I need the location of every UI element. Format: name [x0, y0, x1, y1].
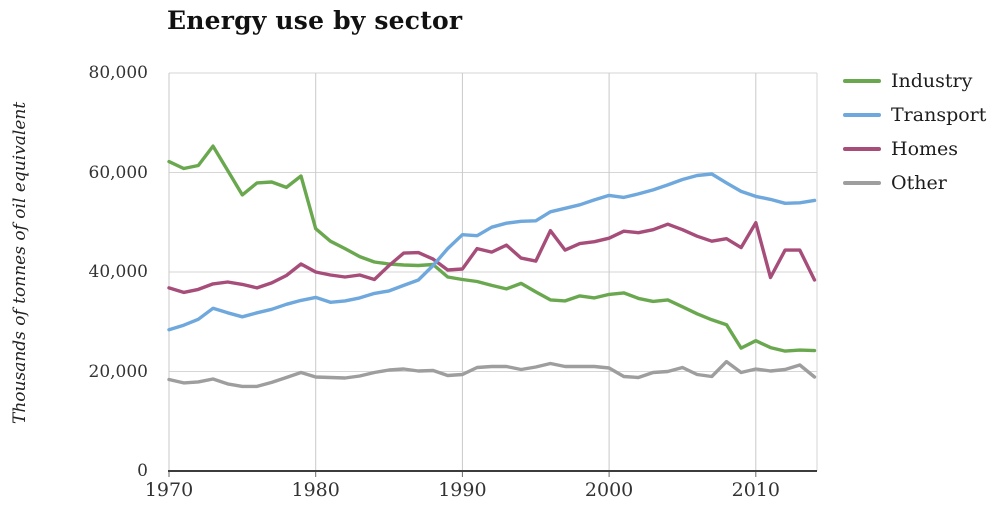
legend-item-transport: Transport: [843, 98, 986, 132]
legend-label: Transport: [891, 104, 987, 126]
page-title: Energy use by sector: [167, 6, 463, 35]
series-line-transport: [167, 172, 817, 332]
legend: Industry Transport Homes Other: [843, 64, 986, 200]
y-tick-label: 80,000: [88, 63, 148, 83]
legend-label: Homes: [891, 138, 959, 160]
y-tick-label: 60,000: [88, 162, 148, 183]
x-tick-label: 1990: [438, 479, 487, 501]
x-tick-label: 2000: [584, 479, 634, 501]
legend-item-other: Other: [843, 166, 986, 200]
legend-label: Other: [891, 172, 947, 194]
x-tick-label: 1980: [291, 479, 340, 501]
series-line-industry: [167, 144, 817, 353]
y-tick-label: 20,000: [88, 361, 148, 382]
legend-item-homes: Homes: [843, 132, 986, 166]
legend-swatch-icon: [843, 147, 881, 151]
legend-item-industry: Industry: [843, 64, 986, 98]
y-tick-label: 40,000: [88, 262, 148, 282]
series-line-other: [167, 359, 817, 389]
x-tick-label: 2010: [731, 479, 780, 501]
y-tick-label: 0: [137, 461, 148, 481]
legend-swatch-icon: [843, 79, 881, 83]
legend-swatch-icon: [843, 181, 881, 185]
series-line-homes: [167, 220, 817, 295]
x-tick-label: 1970: [144, 479, 194, 501]
legend-swatch-icon: [843, 113, 881, 117]
legend-label: Industry: [891, 70, 973, 92]
